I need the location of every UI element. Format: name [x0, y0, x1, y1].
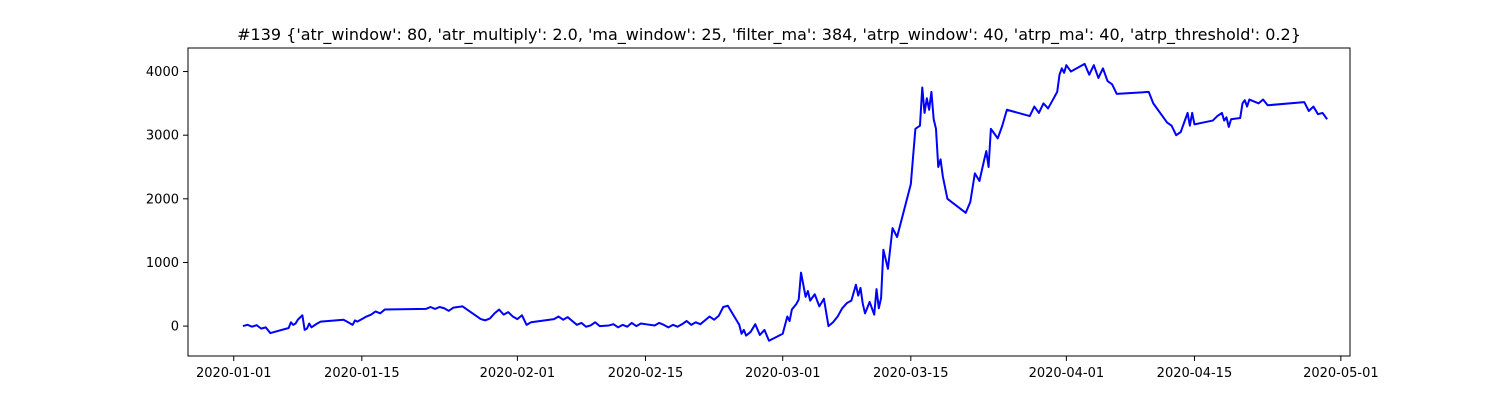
plot-area	[242, 62, 1328, 342]
x-tick-label: 2020-03-15	[873, 366, 949, 381]
x-tick-label: 2020-05-01	[1303, 366, 1379, 381]
x-tick-label: 2020-02-01	[480, 366, 556, 381]
x-tick-label: 2020-01-15	[324, 366, 400, 381]
y-tick-label: 1000	[146, 256, 179, 271]
x-tick-label: 2020-04-01	[1029, 366, 1105, 381]
plot-frame	[187, 47, 1351, 357]
y-tick-label: 2000	[146, 192, 179, 207]
x-tick-label: 2020-03-01	[745, 366, 821, 381]
x-tick-label: 2020-02-15	[608, 366, 684, 381]
chart-title: #139 {'atr_window': 80, 'atr_multiply': …	[237, 25, 1301, 45]
x-tick-label: 2020-01-01	[196, 366, 272, 381]
x-axis: 2020-01-01 2020-01-15 2020-02-01 2020-02-15…	[196, 356, 1379, 381]
x-tick-label: 2020-04-15	[1157, 366, 1233, 381]
y-tick-label: 4000	[146, 65, 179, 80]
y-tick-label: 3000	[146, 129, 179, 144]
series-line	[242, 62, 1328, 342]
y-axis: 0 1000 2000 3000 4000	[146, 65, 188, 335]
y-tick-label: 0	[171, 320, 179, 335]
